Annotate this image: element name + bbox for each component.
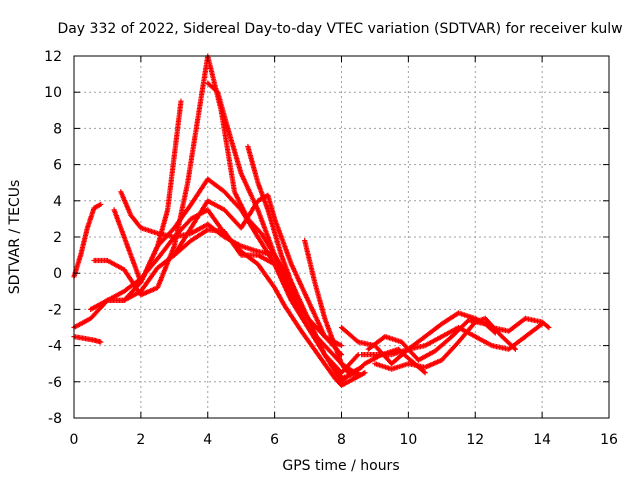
x-tick-label: 6 bbox=[270, 432, 279, 448]
x-tick-label: 8 bbox=[337, 432, 346, 448]
y-tick-label: -6 bbox=[48, 375, 62, 391]
y-tick-label: -2 bbox=[48, 302, 62, 318]
data-point-markers bbox=[71, 334, 104, 345]
data-point-markers bbox=[104, 176, 361, 376]
y-tick-label: -4 bbox=[48, 339, 62, 355]
data-point-markers bbox=[302, 238, 351, 376]
y-tick-labels: -8 -6 -4 -2 0 2 4 6 8 10 12 bbox=[44, 49, 62, 427]
data-point-markers bbox=[365, 317, 498, 363]
y-tick-label: 12 bbox=[44, 49, 62, 65]
axis-ticks bbox=[73, 55, 610, 419]
data-point-markers bbox=[171, 192, 345, 358]
series-s1 bbox=[71, 201, 104, 280]
y-tick-label: 2 bbox=[53, 230, 62, 246]
x-tick-label: 0 bbox=[70, 432, 79, 448]
x-axis-label: GPS time / hours bbox=[282, 458, 399, 474]
series-s16 bbox=[338, 346, 428, 376]
x-tick-label: 4 bbox=[203, 432, 212, 448]
y-tick-label: 10 bbox=[44, 85, 62, 101]
series-s10 bbox=[245, 143, 298, 294]
y-tick-label: 4 bbox=[53, 194, 62, 210]
x-tick-label: 12 bbox=[466, 432, 484, 448]
series-s2 bbox=[71, 334, 104, 345]
chart-title: Day 332 of 2022, Sidereal Day-to-day VTE… bbox=[57, 21, 622, 37]
x-tick-label: 14 bbox=[533, 432, 551, 448]
x-tick-label: 2 bbox=[136, 432, 145, 448]
x-tick-label: 10 bbox=[399, 432, 417, 448]
y-tick-label: 6 bbox=[53, 158, 62, 174]
grid bbox=[74, 56, 609, 418]
x-tick-label: 16 bbox=[600, 432, 618, 448]
data-point-markers bbox=[71, 201, 104, 280]
y-tick-label: 8 bbox=[53, 121, 62, 137]
data-point-markers bbox=[338, 346, 428, 376]
x-tick-labels: 0 2 4 6 8 10 12 14 16 bbox=[70, 432, 618, 448]
series-s11 bbox=[171, 192, 345, 358]
series-s9 bbox=[104, 176, 361, 376]
data-point-markers bbox=[245, 143, 298, 294]
y-axis-label: SDTVAR / TECUs bbox=[7, 180, 23, 295]
y-tick-label: 0 bbox=[53, 266, 62, 282]
data-marks bbox=[71, 53, 552, 388]
series-s12 bbox=[302, 238, 351, 376]
series-s17 bbox=[365, 317, 498, 363]
y-tick-label: -8 bbox=[48, 411, 62, 427]
